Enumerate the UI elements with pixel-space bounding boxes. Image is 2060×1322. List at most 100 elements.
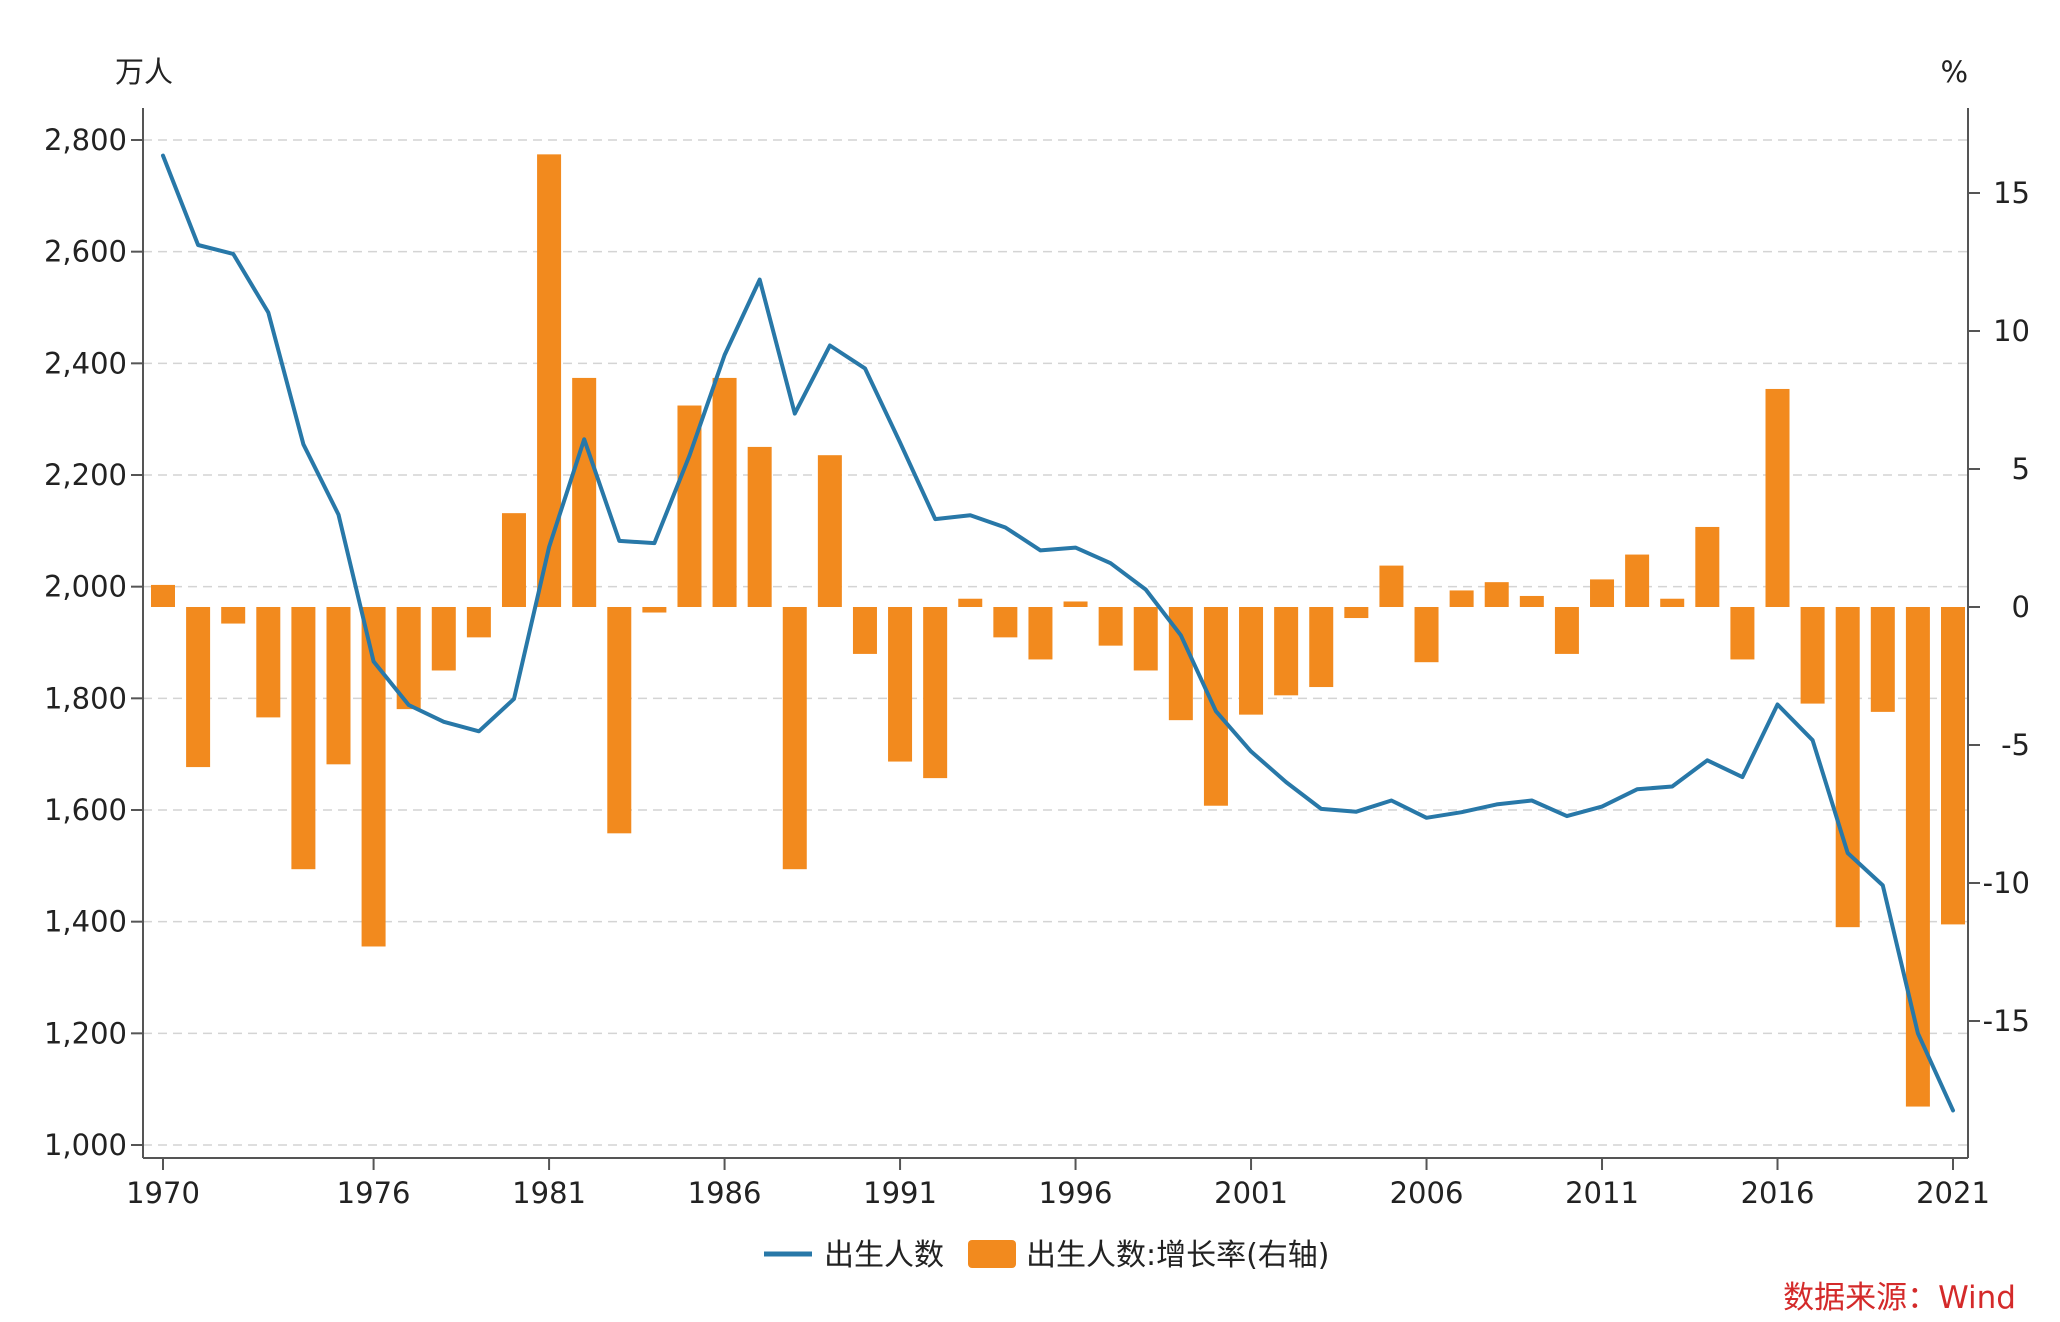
births-point bbox=[1635, 787, 1639, 791]
growth-bar bbox=[466, 607, 491, 638]
right-tick-label: 15 bbox=[1993, 176, 2030, 210]
legend-label-growth: 出生人数:增长率(右轴) bbox=[1026, 1238, 1330, 1273]
births-point bbox=[547, 545, 551, 549]
growth-bar bbox=[1660, 598, 1685, 607]
growth-bar bbox=[1590, 579, 1615, 607]
legend: 出生人数 出生人数:增长率(右轴) bbox=[764, 1238, 1330, 1273]
grid-layer bbox=[143, 139, 1968, 1146]
births-point bbox=[1740, 775, 1745, 779]
births-point bbox=[1495, 802, 1499, 807]
births-point bbox=[1775, 702, 1780, 707]
births-point bbox=[1249, 749, 1253, 753]
births-point bbox=[1460, 810, 1464, 814]
source-note: 数据来源：Wind bbox=[1783, 1280, 2016, 1316]
growth-bar bbox=[1730, 607, 1755, 660]
births-point bbox=[301, 442, 305, 446]
births-point bbox=[1916, 1031, 1920, 1035]
growth-bar bbox=[958, 598, 983, 607]
left-tick-label: 2,200 bbox=[44, 458, 127, 492]
births-point bbox=[793, 411, 797, 416]
growth-bar bbox=[1905, 607, 1930, 1107]
legend-label-births: 出生人数 bbox=[824, 1238, 944, 1273]
growth-bar bbox=[888, 607, 913, 762]
births-point bbox=[1846, 851, 1850, 855]
left-tick-label: 1,600 bbox=[44, 793, 127, 827]
births-point bbox=[1003, 525, 1007, 530]
births-point bbox=[1530, 798, 1534, 803]
growth-bar bbox=[1870, 607, 1895, 712]
growth-bar bbox=[1203, 607, 1228, 806]
growth-bar bbox=[607, 607, 632, 834]
left-tick-label: 2,600 bbox=[44, 235, 127, 269]
x-tick-label: 2006 bbox=[1390, 1176, 1464, 1210]
births-point bbox=[828, 343, 832, 348]
births-point bbox=[1109, 561, 1113, 565]
births-point bbox=[512, 697, 516, 701]
births-point bbox=[196, 243, 200, 247]
growth-bar bbox=[537, 154, 562, 608]
growth-bar bbox=[1309, 607, 1334, 688]
growth-bar bbox=[1063, 601, 1088, 607]
births-point bbox=[266, 310, 270, 315]
growth-bar bbox=[712, 377, 737, 607]
births-point bbox=[1811, 738, 1815, 742]
births-point bbox=[1881, 883, 1885, 887]
growth-bar bbox=[923, 607, 948, 779]
births-point bbox=[722, 353, 727, 357]
x-tick-label: 1991 bbox=[863, 1176, 937, 1210]
growth-bar bbox=[782, 607, 807, 870]
growth-bar bbox=[151, 584, 175, 607]
left-tick-label: 1,200 bbox=[44, 1016, 127, 1050]
growth-bar bbox=[1554, 607, 1579, 654]
births-point bbox=[371, 659, 376, 664]
x-tick-label: 2011 bbox=[1565, 1176, 1639, 1210]
growth-bar bbox=[1519, 595, 1544, 607]
births-point bbox=[652, 541, 656, 545]
growth-bar bbox=[1028, 607, 1053, 660]
growth-bar bbox=[1695, 526, 1720, 607]
left-axis-unit: 万人 bbox=[115, 55, 173, 89]
right-tick-label: 10 bbox=[1993, 314, 2030, 348]
growth-bar bbox=[1133, 607, 1158, 671]
births-point bbox=[1319, 807, 1323, 811]
births-point bbox=[1565, 814, 1569, 818]
growth-bar bbox=[431, 607, 456, 671]
x-tick-label: 1970 bbox=[126, 1176, 200, 1210]
births-point bbox=[1214, 709, 1218, 713]
line-series bbox=[161, 153, 1955, 1113]
births-point bbox=[1424, 816, 1429, 820]
births-point bbox=[161, 154, 165, 158]
births-point bbox=[1670, 784, 1674, 789]
births-point bbox=[442, 720, 446, 724]
left-tick-label: 2,800 bbox=[44, 123, 127, 157]
births-point bbox=[336, 513, 341, 517]
left-tick-label: 1,400 bbox=[44, 905, 127, 939]
growth-bar bbox=[1800, 607, 1825, 704]
right-tick-label: 0 bbox=[2012, 590, 2030, 624]
right-axis-unit: % bbox=[1940, 55, 1968, 89]
births-point bbox=[1600, 805, 1604, 809]
left-tick-label: 2,000 bbox=[44, 570, 127, 604]
growth-bar bbox=[1414, 607, 1439, 663]
growth-bar bbox=[677, 405, 702, 607]
growth-bar bbox=[817, 455, 842, 607]
births-point bbox=[1144, 587, 1148, 592]
births-point bbox=[687, 453, 692, 458]
left-tick-label: 1,800 bbox=[44, 681, 127, 715]
births-point bbox=[407, 703, 411, 707]
growth-bar bbox=[642, 607, 667, 613]
births-point bbox=[617, 539, 621, 543]
growth-bar bbox=[1274, 607, 1299, 696]
growth-bar bbox=[326, 607, 351, 765]
x-tick-label: 2001 bbox=[1214, 1176, 1288, 1210]
growth-bar bbox=[256, 607, 281, 718]
growth-bar bbox=[852, 607, 877, 654]
births-point bbox=[968, 513, 972, 517]
growth-bar bbox=[501, 513, 526, 607]
births-point bbox=[898, 441, 902, 445]
births-point bbox=[1951, 1108, 1955, 1112]
x-tick-label: 1996 bbox=[1039, 1176, 1113, 1210]
growth-bar bbox=[1835, 607, 1860, 928]
growth-bar bbox=[1239, 607, 1264, 715]
